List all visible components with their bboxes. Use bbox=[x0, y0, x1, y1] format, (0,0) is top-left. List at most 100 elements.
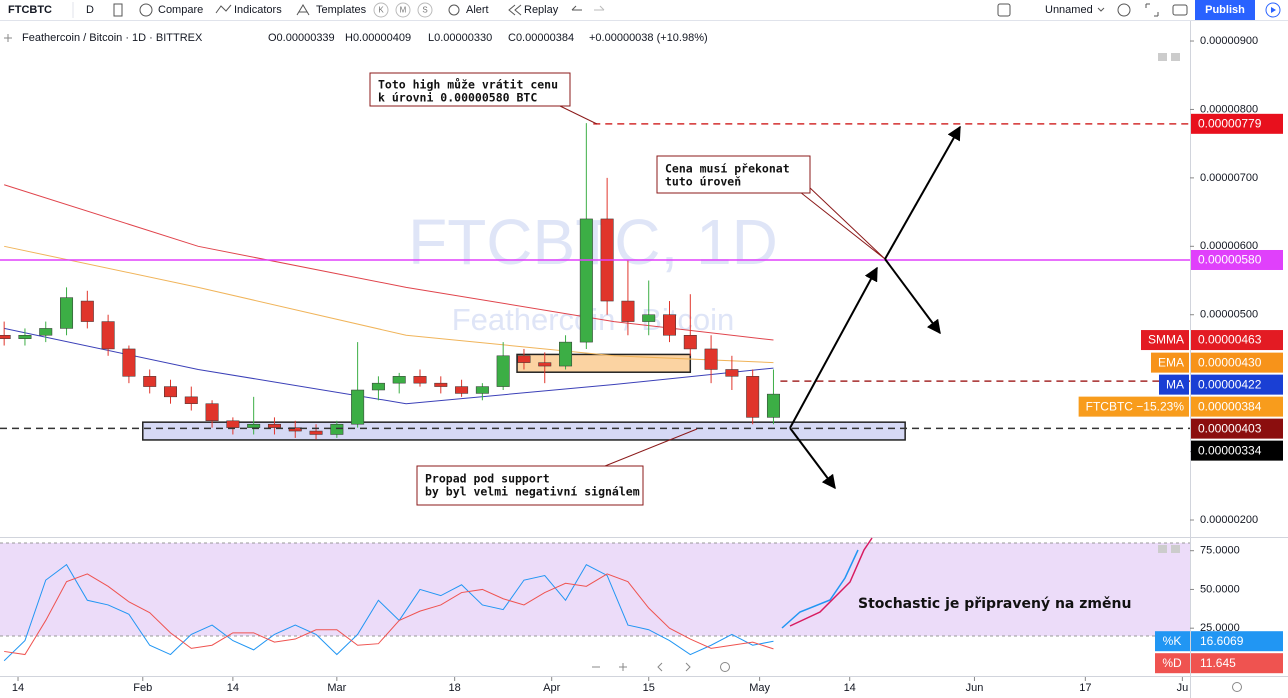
axis-settings[interactable] bbox=[1232, 682, 1242, 692]
axis-tag bbox=[1191, 631, 1283, 652]
legend-high: H0.00000409 bbox=[345, 32, 411, 44]
candle-body bbox=[0, 335, 11, 339]
axis-tag bbox=[1191, 653, 1283, 674]
publish-button[interactable]: Publish bbox=[1205, 4, 1245, 16]
candle-body bbox=[663, 314, 676, 336]
annotations: Toto high může vrátit cenu k úrovni 0.00… bbox=[369, 72, 1131, 629]
layout-menu[interactable] bbox=[1097, 7, 1105, 12]
template-key-label: S bbox=[422, 6, 427, 15]
candle-body bbox=[455, 386, 469, 394]
plot-area: 0.00000900 0.00000800 0.00000700 0.00000600… bbox=[0, 35, 1283, 694]
stochastic-note: Stochastic je připravený na změnu bbox=[858, 596, 1131, 612]
y-tick-label: 75.0000 bbox=[1200, 545, 1240, 557]
interval-button[interactable]: D bbox=[86, 4, 94, 16]
axis-tag-label: 0.00000779 bbox=[1198, 116, 1262, 130]
axis-tag-name: %K bbox=[1163, 634, 1182, 648]
y-tick-label: 0.00000700 bbox=[1200, 172, 1258, 184]
reset[interactable] bbox=[720, 662, 730, 672]
axis-tag-name-bg bbox=[1159, 374, 1189, 395]
indicators-icon bbox=[215, 4, 232, 14]
compare-button[interactable]: Compare bbox=[158, 4, 203, 16]
layout-icon[interactable] bbox=[997, 3, 1011, 17]
callout-text: k úrovni 0.00000580 BTC bbox=[378, 91, 537, 105]
candle-body bbox=[766, 393, 780, 418]
scroll-right[interactable] bbox=[685, 662, 691, 672]
templates-button[interactable]: Templates bbox=[316, 4, 367, 16]
axis-tag bbox=[1191, 440, 1283, 461]
y-tick-label: 50.0000 bbox=[1200, 583, 1240, 595]
x-tick-label: Mar bbox=[327, 682, 346, 694]
axis-tag-label: 0.00000384 bbox=[1198, 399, 1262, 413]
candle-body bbox=[725, 369, 739, 377]
candle-body bbox=[143, 376, 157, 387]
candle-body bbox=[371, 382, 385, 391]
axis-tag bbox=[1191, 396, 1283, 417]
snapshot-button[interactable] bbox=[1172, 4, 1188, 16]
legend: Feathercoin / Bitcoin · 1D · BITTREX O0.… bbox=[4, 32, 1180, 61]
pane-collapse[interactable] bbox=[1158, 53, 1167, 61]
x-tick-label: Feb bbox=[133, 682, 152, 694]
callout-box bbox=[369, 72, 571, 107]
template-key[interactable] bbox=[417, 2, 433, 18]
redo-button[interactable] bbox=[594, 5, 605, 11]
x-tick-label: 17 bbox=[1079, 682, 1091, 694]
candle-body bbox=[164, 386, 177, 398]
scroll-left[interactable] bbox=[657, 662, 663, 672]
undo-button[interactable] bbox=[571, 5, 582, 11]
replay-icon bbox=[508, 4, 522, 16]
pane-maximize[interactable] bbox=[1171, 53, 1180, 61]
axis-tag-label: 0.00000403 bbox=[1198, 421, 1262, 435]
x-tick-label: Jun bbox=[966, 682, 984, 694]
indicators-button[interactable]: Indicators bbox=[234, 4, 282, 16]
chart-style-icon[interactable] bbox=[113, 3, 123, 17]
layout-name[interactable]: Unnamed bbox=[1045, 4, 1093, 16]
legend-toggle[interactable] bbox=[4, 34, 12, 42]
pane-collapse[interactable] bbox=[1158, 545, 1167, 553]
axis-tag-name-bg bbox=[1155, 631, 1190, 652]
replay-button[interactable]: Replay bbox=[524, 4, 559, 16]
x-tick-label: 14 bbox=[844, 682, 856, 694]
stream-button[interactable] bbox=[1265, 2, 1281, 18]
axis-tag bbox=[1191, 352, 1283, 373]
legend-symbol: Feathercoin / Bitcoin · 1D · BITTREX bbox=[22, 32, 203, 44]
pane-maximize[interactable] bbox=[1171, 545, 1180, 553]
candle-body bbox=[434, 382, 448, 387]
axis-tag-name-bg bbox=[1150, 352, 1189, 373]
candle-body bbox=[39, 328, 53, 336]
template-key[interactable] bbox=[373, 2, 389, 18]
arrows bbox=[789, 125, 961, 490]
y-tick-label: 0.00000800 bbox=[1200, 103, 1258, 115]
legend-open: O0.00000339 bbox=[268, 32, 335, 44]
axis-tag-label: 0.00000334 bbox=[1198, 443, 1262, 457]
compare-icon bbox=[139, 3, 153, 17]
candle-body bbox=[746, 376, 760, 418]
callout-text: Propad pod support bbox=[425, 472, 550, 486]
publish-button-bg[interactable] bbox=[1195, 0, 1255, 20]
settings-button[interactable] bbox=[1117, 3, 1131, 17]
y-tick-label: 25.0000 bbox=[1200, 622, 1240, 634]
moving-average bbox=[4, 245, 774, 364]
axis-tag-name: %D bbox=[1162, 656, 1182, 670]
axis-tag-name-bg bbox=[1141, 330, 1189, 351]
pane-controls bbox=[592, 545, 1242, 692]
symbol-button[interactable]: FTCBTC bbox=[8, 4, 52, 16]
axis-tag-label: 0.00000430 bbox=[1198, 355, 1262, 369]
axis-tag bbox=[1191, 249, 1283, 270]
alert-button[interactable]: Alert bbox=[466, 4, 489, 16]
callout-line bbox=[799, 185, 886, 260]
axis-tag-name: SMMA bbox=[1148, 333, 1184, 347]
axis-tag-label: 0.00000422 bbox=[1198, 377, 1262, 391]
template-key[interactable] bbox=[395, 2, 411, 18]
y-tick-label: 0.00000600 bbox=[1200, 240, 1258, 252]
candle-body bbox=[309, 430, 323, 435]
fullscreen-button[interactable] bbox=[1145, 3, 1159, 17]
zoom-in[interactable] bbox=[619, 663, 627, 671]
axis-tag-name: MA bbox=[1166, 377, 1184, 391]
candle-body bbox=[413, 376, 427, 384]
watermark-symbol: FTCBTC, 1D bbox=[408, 206, 778, 278]
candle-body bbox=[18, 335, 32, 339]
legend-low: L0.00000330 bbox=[428, 32, 492, 44]
axis-tag-name-bg bbox=[1078, 396, 1189, 417]
